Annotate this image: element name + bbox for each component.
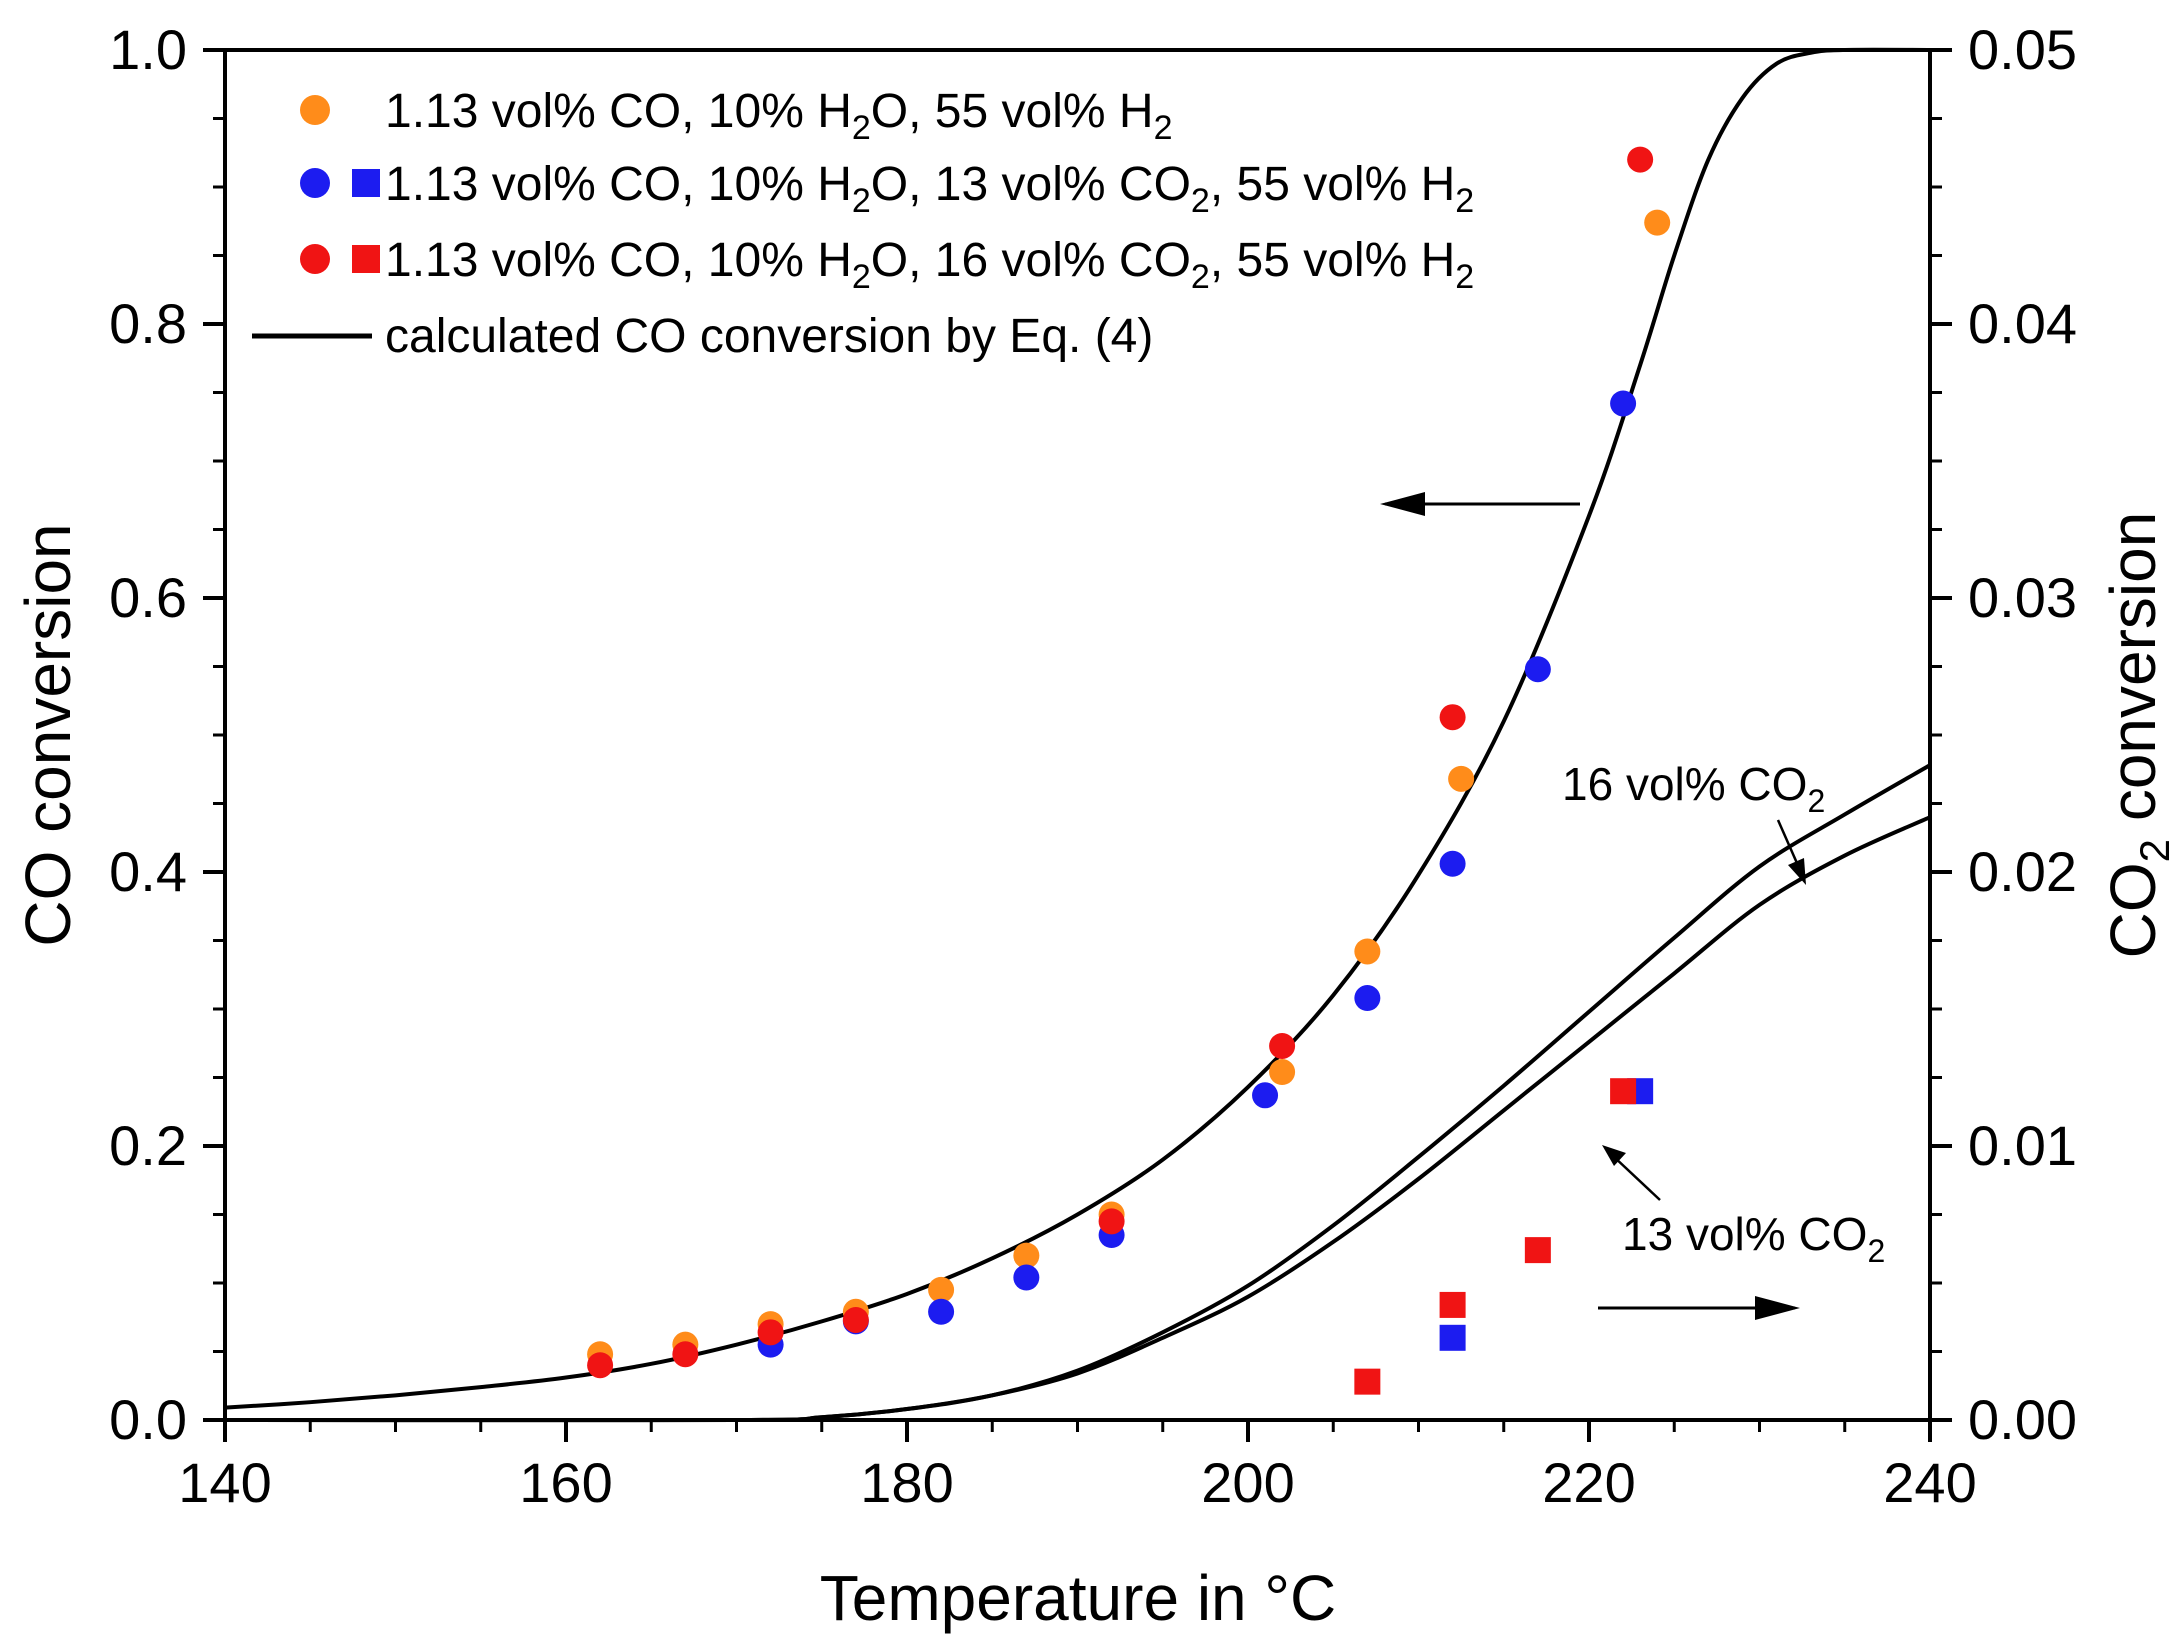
data-point-red-square <box>1610 1078 1637 1105</box>
y2-tick-label: 0.00 <box>1968 1388 2077 1451</box>
curves-layer <box>224 47 1932 1423</box>
data-point-red-circle <box>1439 704 1466 731</box>
data-point-orange-circle <box>1013 1242 1040 1269</box>
data-point-orange-circle <box>1448 765 1475 792</box>
y-tick-label: 0.0 <box>109 1388 187 1451</box>
y2-tick-label: 0.02 <box>1968 840 2077 903</box>
y-tick-label: 0.2 <box>109 1114 187 1177</box>
data-point-red-square <box>1524 1237 1551 1264</box>
y-axis-title: CO conversion <box>12 523 84 946</box>
data-point-red-circle <box>757 1319 784 1346</box>
legend-entry-1: 1.13 vol% CO, 10% H2O, 55 vol% H2 <box>385 85 1173 147</box>
data-point-orange-circle <box>1644 209 1671 236</box>
data-point-orange-circle <box>1269 1059 1296 1086</box>
data-point-blue-circle <box>1252 1082 1279 1109</box>
annotation-16-pointer-head <box>1788 858 1806 885</box>
x-tick-label: 140 <box>178 1451 271 1514</box>
ticks-layer: 140 160 180 200 220 240 0.0 0.2 0.4 0.6 0.8 1.0 0.00… <box>109 18 2077 1514</box>
data-point-blue-circle <box>1013 1264 1040 1291</box>
legend-marker-red-square <box>352 245 380 273</box>
data-point-orange-circle <box>928 1276 955 1303</box>
curve-series-5 <box>224 47 1931 1410</box>
data-point-red-square <box>1354 1368 1381 1395</box>
x-axis-title: Temperature in °C <box>820 1562 1336 1634</box>
legend-entry-2: 1.13 vol% CO, 10% H2O, 13 vol% CO2, 55 v… <box>385 158 1474 220</box>
x-tick-label: 160 <box>519 1451 612 1514</box>
x-tick-label: 180 <box>860 1451 953 1514</box>
annotation-13-pointer-line <box>1611 1154 1661 1201</box>
curve-series-7 <box>224 815 1931 1423</box>
x-tick-label: 240 <box>1883 1451 1976 1514</box>
data-point-red-circle <box>672 1341 699 1368</box>
y-tick-label: 0.8 <box>109 292 187 355</box>
legend: 1.13 vol% CO, 10% H2O, 55 vol% H2 1.13 v… <box>252 85 1474 363</box>
legend-entry-3: 1.13 vol% CO, 10% H2O, 16 vol% CO2, 55 v… <box>385 234 1474 296</box>
y-tick-label: 0.4 <box>109 840 187 903</box>
data-point-blue-square <box>1439 1324 1466 1351</box>
data-point-blue-circle <box>1439 850 1466 877</box>
annotation-13-vol-co2: 13 vol% CO2 <box>1622 1208 1885 1269</box>
legend-marker-orange-circle <box>300 95 330 125</box>
y2-axis-title-rest: conversion <box>2097 512 2169 839</box>
data-point-red-circle <box>1269 1032 1296 1059</box>
data-point-red-circle <box>1627 146 1654 173</box>
y2-tick-label: 0.01 <box>1968 1114 2077 1177</box>
curve-series-6 <box>224 763 1932 1423</box>
co2-arrow-head <box>1755 1296 1800 1320</box>
data-point-red-circle <box>587 1352 614 1379</box>
y2-axis-title-sub: 2 <box>2131 839 2178 862</box>
legend-marker-red-circle <box>300 244 330 274</box>
annotation-16-vol-co2: 16 vol% CO2 <box>1562 758 1825 819</box>
x-tick-label: 220 <box>1542 1451 1635 1514</box>
x-tick-label: 200 <box>1201 1451 1294 1514</box>
co-arrow-head <box>1380 492 1425 516</box>
y2-axis-title: CO2 conversion <box>2097 512 2178 959</box>
data-point-red-circle <box>842 1306 869 1333</box>
y2-tick-label: 0.04 <box>1968 292 2077 355</box>
data-point-orange-circle <box>1354 938 1381 965</box>
legend-entry-4: calculated CO conversion by Eq. (4) <box>385 310 1153 363</box>
annotation-13-pointer-head <box>1602 1145 1626 1166</box>
data-point-blue-circle <box>1524 656 1551 683</box>
y2-axis-title-main: CO <box>2097 862 2169 958</box>
y2-tick-label: 0.03 <box>1968 566 2077 629</box>
y2-tick-label: 0.05 <box>1968 18 2077 81</box>
data-point-red-square <box>1439 1291 1466 1318</box>
data-point-blue-circle <box>1354 985 1381 1012</box>
legend-marker-blue-square <box>352 169 380 197</box>
data-point-blue-circle <box>928 1298 955 1325</box>
data-point-blue-circle <box>1610 390 1637 417</box>
data-point-red-circle <box>1098 1208 1125 1235</box>
y-tick-label: 1.0 <box>109 18 187 81</box>
legend-marker-blue-circle <box>300 168 330 198</box>
annotations: 16 vol% CO2 13 vol% CO2 <box>1380 492 1885 1320</box>
y-tick-label: 0.6 <box>109 566 187 629</box>
points-layer <box>587 146 1671 1395</box>
